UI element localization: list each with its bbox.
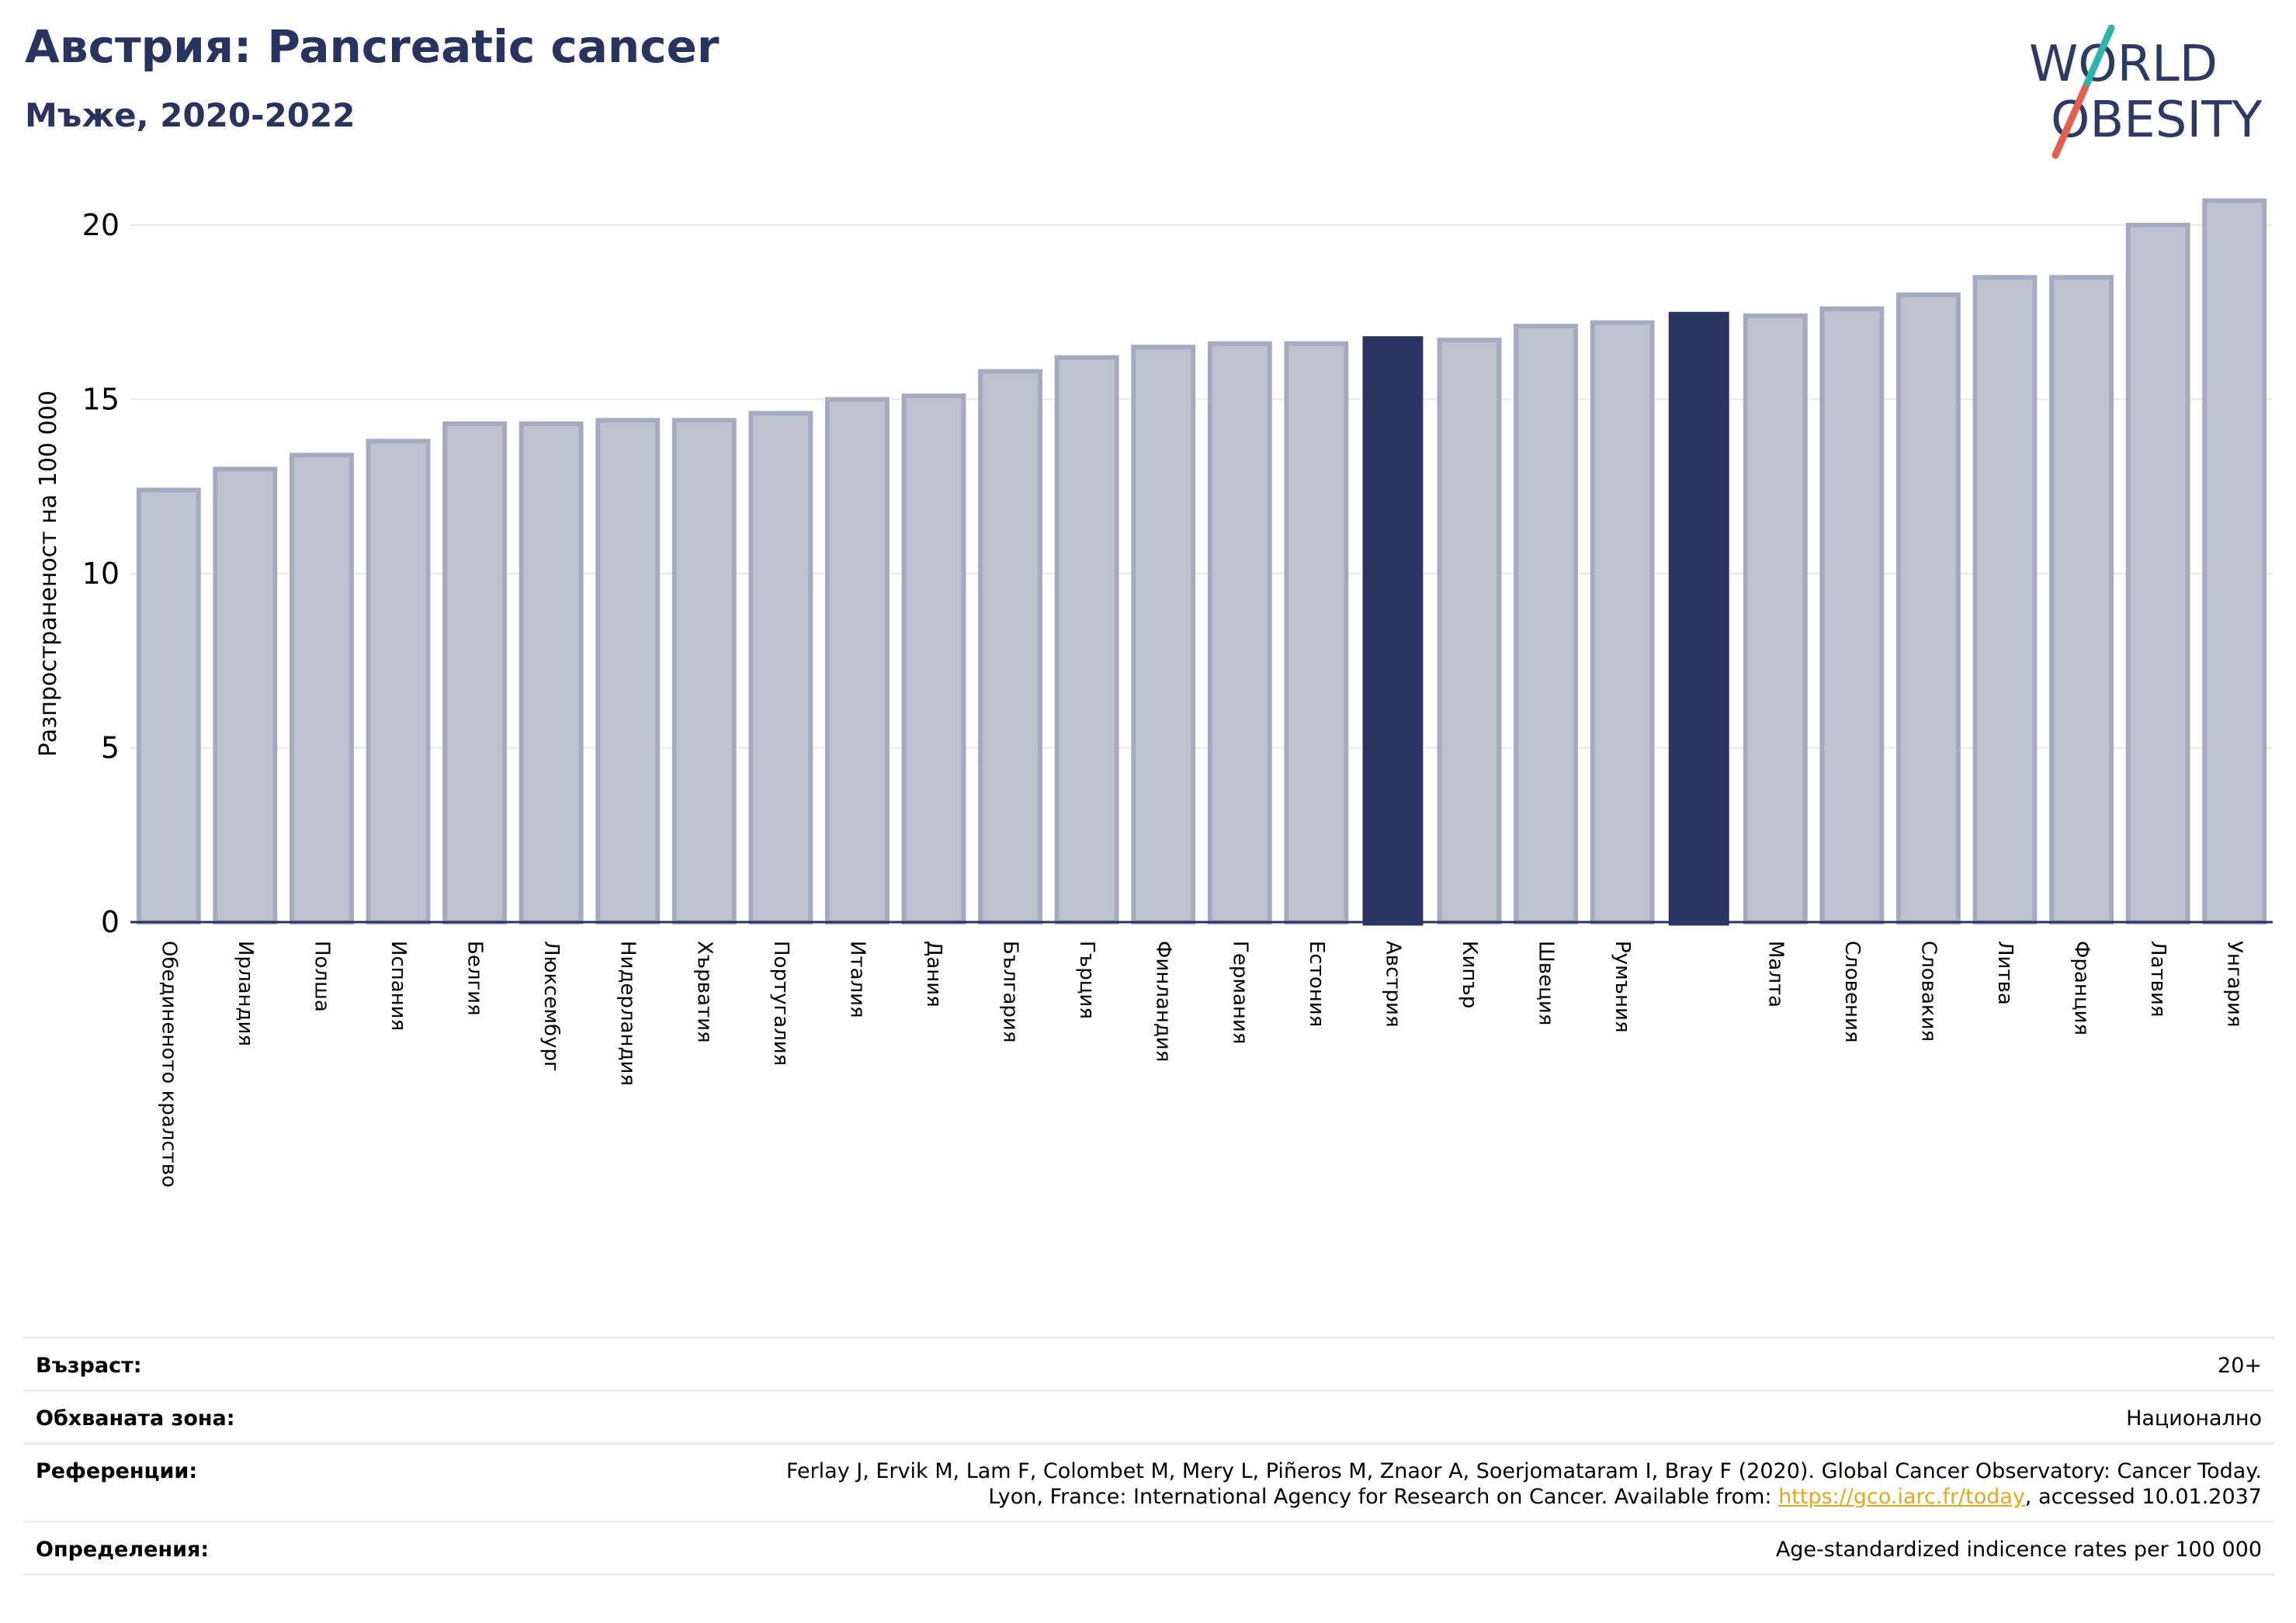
bar xyxy=(748,411,813,924)
definitions-value: Age-standardized indicence rates per 100… xyxy=(359,1521,2274,1576)
x-tick-label: Италия xyxy=(845,941,869,1018)
references-line1: Ferlay J, Ervik M, Lam F, Colombet M, Me… xyxy=(786,1459,2262,1483)
x-tick-label: Естония xyxy=(1305,941,1328,1027)
x-tick-label: Литва xyxy=(1993,941,2017,1005)
bar xyxy=(2202,198,2267,924)
info-row-zone: Обхваната зона: Национално xyxy=(23,1389,2274,1444)
info-table: Възраст: 20+ Обхваната зона: Национално … xyxy=(23,1337,2274,1576)
bar xyxy=(595,418,661,924)
y-tick-label: 20 xyxy=(82,208,120,242)
x-tick-label: Гърция xyxy=(1075,941,1098,1019)
bar xyxy=(1743,313,1808,924)
bar xyxy=(519,421,584,924)
bar xyxy=(1590,320,1655,925)
bar xyxy=(824,397,890,924)
x-tick-label: Австрия xyxy=(1381,941,1404,1028)
bar xyxy=(1895,292,1961,924)
y-tick-label: 0 xyxy=(101,905,120,939)
x-tick-label: Белгия xyxy=(463,941,487,1016)
bar xyxy=(1437,338,1502,925)
x-tick-label: Люксембург xyxy=(539,941,563,1072)
bar xyxy=(1972,275,2038,925)
bar xyxy=(366,439,431,924)
bar xyxy=(2049,275,2114,925)
logo-slash-bottom xyxy=(2051,85,2089,159)
axes: 0 5 10 15 20 Разпространеност на 100 000 Обеди… xyxy=(35,208,2273,1188)
x-tick-label: Нидерландия xyxy=(616,941,640,1086)
x-tick-label: Румъния xyxy=(1611,941,1634,1033)
x-tick-label: Латвия xyxy=(2146,941,2169,1018)
x-tick-label: Хърватия xyxy=(692,941,716,1043)
x-tick-label: Финландия xyxy=(1152,941,1175,1062)
bar xyxy=(1054,355,1119,924)
y-tick-label: 10 xyxy=(82,557,120,591)
x-tick-label: Словакия xyxy=(1916,941,1940,1042)
bar-highlighted xyxy=(1362,336,1424,926)
x-tick-label: Кипър xyxy=(1458,941,1481,1008)
info-row-age: Възраст: 20+ xyxy=(23,1337,2274,1392)
y-tick-label: 5 xyxy=(101,731,120,765)
logo-line2: OBESITY xyxy=(2051,92,2263,149)
x-tick-label: Дания xyxy=(922,941,945,1007)
x-tick-label: Испания xyxy=(387,941,410,1031)
bar xyxy=(671,418,737,924)
bar-highlighted xyxy=(1668,311,1729,926)
y-tick-label: 15 xyxy=(82,383,120,417)
chart-subtitle: Мъже, 2020-2022 xyxy=(25,96,355,134)
bars xyxy=(136,198,2267,926)
logo-line1: WORLD xyxy=(2029,36,2218,93)
bar xyxy=(2125,223,2190,924)
bar xyxy=(1207,341,1272,925)
y-axis-label: Разпространеност на 100 000 xyxy=(35,390,62,757)
age-label: Възраст: xyxy=(23,1337,359,1392)
info-row-definitions: Определения: Age-standardized indicence … xyxy=(23,1521,2274,1576)
bar xyxy=(213,466,278,924)
logo-slash-top xyxy=(2081,24,2115,92)
bar xyxy=(1284,341,1349,925)
world-obesity-logo: WORLD OBESITY xyxy=(2029,24,2263,159)
bar xyxy=(442,421,508,924)
x-tick-label: Германия xyxy=(1228,941,1251,1044)
bar xyxy=(901,394,966,924)
references-line2-suffix: , accessed 10.01.2037 xyxy=(2024,1485,2262,1509)
info-row-references: Референции: Ferlay J, Ervik M, Lam F, Co… xyxy=(23,1442,2274,1523)
x-tick-label: Швеция xyxy=(1535,941,1558,1025)
x-tick-label: Словения xyxy=(1840,941,1864,1043)
bar xyxy=(136,487,201,924)
x-tick-label: Португалия xyxy=(769,941,793,1066)
bar xyxy=(1131,345,1196,924)
zone-value: Национално xyxy=(359,1389,2274,1444)
references-line2-prefix: Lyon, France: International Agency for R… xyxy=(988,1485,1779,1509)
x-tick-label: България xyxy=(999,941,1022,1042)
zone-label: Обхваната зона: xyxy=(23,1389,359,1444)
bar xyxy=(978,369,1043,924)
references-value: Ferlay J, Ervik M, Lam F, Colombet M, Me… xyxy=(359,1442,2274,1523)
x-tick-label: Полша xyxy=(310,941,333,1012)
x-tick-label: Малта xyxy=(1764,941,1787,1007)
age-value: 20+ xyxy=(359,1337,2274,1392)
x-tick-label: Унгария xyxy=(2223,941,2246,1027)
x-tick-label: Ирландия xyxy=(234,941,257,1046)
bar xyxy=(1819,306,1885,924)
references-label: Референции: xyxy=(23,1442,359,1523)
bar xyxy=(289,453,354,924)
references-link[interactable]: https://gco.iarc.fr/today xyxy=(1778,1485,2025,1509)
definitions-label: Определения: xyxy=(23,1521,359,1576)
x-tick-label: Франция xyxy=(2070,941,2093,1035)
chart-title: Австрия: Pancreatic cancer xyxy=(25,20,720,73)
bar xyxy=(1514,324,1579,924)
x-tick-label: Обединеното кралство xyxy=(157,941,180,1188)
bar-chart: 0 5 10 15 20 Разпространеност на 100 000 Обеди… xyxy=(35,198,2273,1188)
